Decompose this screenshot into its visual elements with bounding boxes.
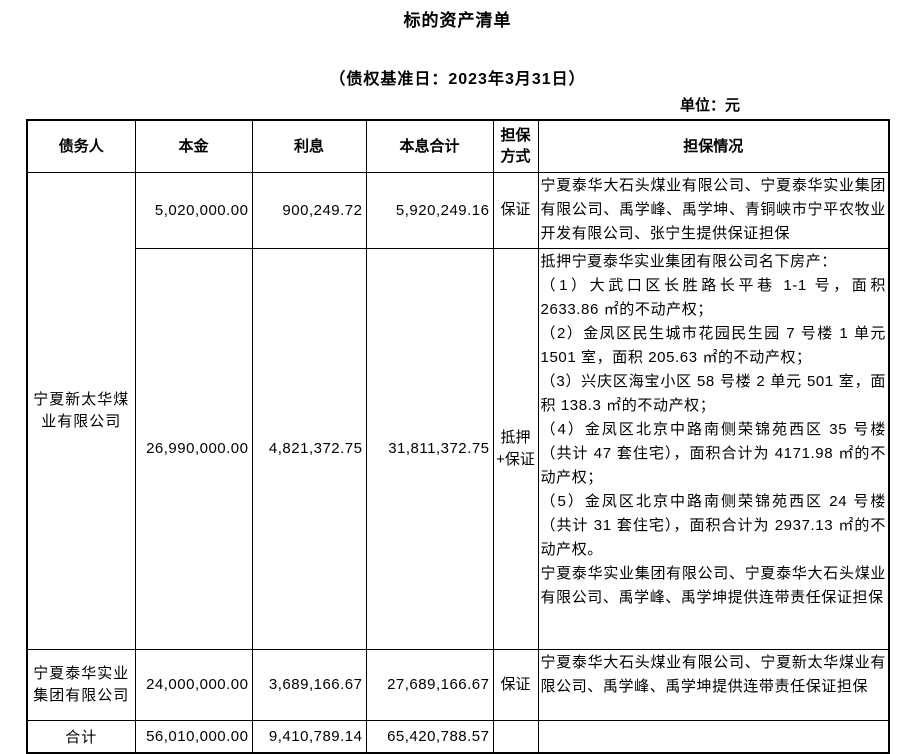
guarantee-paragraph: 宁夏泰华大石头煤业有限公司、宁夏新太华煤业有限公司、禹学峰、禹学坤提供连带责任保… — [540, 653, 886, 695]
table-row: 26,990,000.00 4,821,372.75 31,811,372.75… — [27, 247, 890, 650]
guarantee-paragraph: （1）大武口区长胜路长平巷 1-1 号，面积 2633.86 ㎡的不动产权； — [540, 276, 886, 318]
guarantee-paragraph: 宁夏泰华实业集团有限公司、宁夏泰华大石头煤业有限公司、禹学峰、禹学坤提供连带责任… — [540, 564, 886, 606]
cell-total-principal: 56,010,000.00 — [134, 719, 253, 754]
cell-debtor: 宁夏新太华煤业有限公司 — [26, 171, 136, 650]
cell-total-principal-interest: 65,420,788.57 — [365, 719, 494, 754]
guarantee-paragraph: （3）兴庆区海宝小区 58 号楼 2 单元 501 室，面积 138.3 ㎡的不… — [540, 372, 886, 414]
page-subtitle: （债权基准日：2023年3月31日） — [329, 71, 586, 88]
cell-principal: 26,990,000.00 — [134, 247, 253, 650]
header-guarantee-method: 担保方式 — [492, 119, 539, 173]
cell-guarantee-detail: 宁夏泰华大石头煤业有限公司、宁夏新太华煤业有限公司、禹学峰、禹学坤提供连带责任保… — [537, 648, 890, 721]
page-title: 标的资产清单 — [403, 11, 512, 30]
table-row: 宁夏新太华煤业有限公司 5,020,000.00 900,249.72 5,92… — [26, 171, 890, 650]
guarantee-paragraph: （2）金凤区民生城市花园民生园 7 号楼 1 单元 1501 室，面积 205.… — [540, 324, 886, 366]
guarantee-paragraph: （5）金凤区北京中路南侧荣锦苑西区 24 号楼（共计 31 套住宅），面积合计为… — [540, 492, 886, 558]
cell-total-label: 合计 — [26, 719, 136, 754]
unit-label: 单位：元 — [679, 97, 740, 114]
cell-principal-interest-total: 5,920,249.16 — [365, 171, 494, 249]
header-debtor: 债务人 — [26, 119, 136, 173]
table-row: 宁夏泰华实业集团有限公司 24,000,000.00 3,689,166.67 … — [26, 648, 890, 721]
guarantee-paragraph: 抵押宁夏泰华实业集团有限公司名下房产： — [540, 252, 837, 270]
header-principal-interest-total: 本息合计 — [365, 119, 494, 173]
assets-table: 债务人 本金 利息 本息合计 担保方式 担保情况 宁夏新太华煤业有限公司 5,0… — [26, 119, 890, 754]
cell-guarantee-method: 保证 — [492, 171, 539, 249]
table-total-row: 合计 56,010,000.00 9,410,789.14 65,420,788… — [26, 719, 890, 754]
header-interest: 利息 — [251, 119, 367, 173]
cell-total-guarantee-detail-empty — [537, 719, 890, 754]
header-guarantee-detail: 担保情况 — [537, 119, 890, 173]
cell-guarantee-detail: 宁夏泰华大石头煤业有限公司、宁夏泰华实业集团有限公司、禹学峰、禹学坤、青铜峡市宁… — [537, 171, 890, 249]
cell-guarantee-detail: 抵押宁夏泰华实业集团有限公司名下房产： （1）大武口区长胜路长平巷 1-1 号，… — [537, 247, 890, 650]
cell-total-guarantee-method-empty — [492, 719, 539, 754]
cell-principal-interest-total: 31,811,372.75 — [365, 247, 494, 650]
cell-principal: 5,020,000.00 — [134, 171, 253, 249]
table-header-row: 债务人 本金 利息 本息合计 担保方式 担保情况 — [26, 119, 890, 173]
guarantee-paragraph: 宁夏泰华大石头煤业有限公司、宁夏泰华实业集团有限公司、禹学峰、禹学坤、青铜峡市宁… — [540, 176, 886, 242]
cell-principal: 24,000,000.00 — [134, 648, 253, 721]
cell-principal-interest-total: 27,689,166.67 — [365, 648, 494, 721]
guarantee-paragraph: （4）金凤区北京中路南侧荣锦苑西区 35 号楼（共计 47 套住宅），面积合计为… — [540, 420, 886, 486]
cell-guarantee-method: 抵押+保证 — [492, 247, 539, 650]
cell-total-interest: 9,410,789.14 — [251, 719, 367, 754]
cell-interest: 900,249.72 — [251, 171, 367, 249]
header-principal: 本金 — [134, 119, 253, 173]
cell-interest: 3,689,166.67 — [251, 648, 367, 721]
cell-debtor: 宁夏泰华实业集团有限公司 — [26, 648, 136, 721]
cell-guarantee-method: 保证 — [492, 648, 539, 721]
cell-interest: 4,821,372.75 — [251, 247, 367, 650]
